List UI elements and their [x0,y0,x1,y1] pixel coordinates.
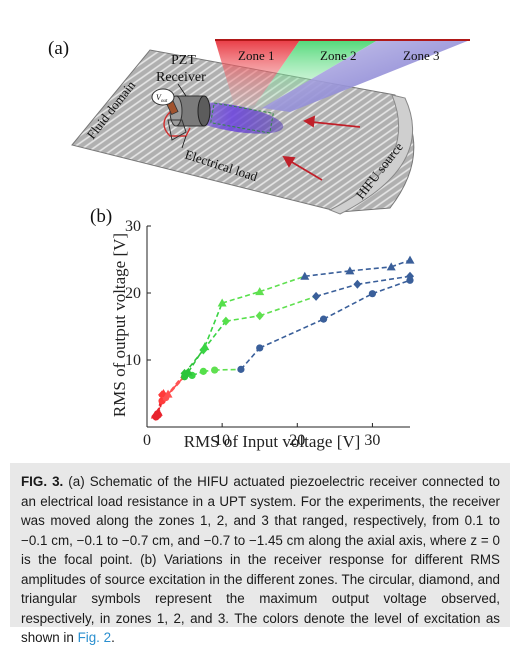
voltmeter-icon [151,88,175,106]
zone-3-region [262,40,470,112]
series-segment [304,270,350,278]
caption-text: (a) Schematic of the HIFU actuated piezo… [21,474,500,645]
series-segment [315,283,358,298]
pzt-receiver [164,95,211,127]
series-segment [259,295,317,317]
caption-figure-label: FIG. 3. [21,474,64,489]
zone-2-label: Zone 2 [320,48,356,63]
series-segment [372,279,411,295]
circle-marker [368,290,377,298]
zone-2-region [255,40,378,108]
triangle-marker [255,287,265,296]
triangle-marker [153,407,163,416]
response-chart: 0 10 20 30 10 20 30 RMS of Input voltage [V] R… [110,218,415,451]
circle-marker [237,365,245,373]
triangle-marker [200,342,210,351]
diamond-marker [406,271,414,281]
series-segment [221,290,260,304]
series-segment [259,318,324,349]
pzt-label-line1: PZT [171,53,196,68]
x-tick-label: 20 [289,432,305,449]
circle-marker [199,367,207,375]
pzt-label-line2: Receiver [156,70,206,85]
diamond-marker [353,279,362,289]
series-segment [183,349,204,374]
triangle-marker [386,262,396,271]
series-segment [240,347,261,370]
x-tick-label: 30 [364,432,380,449]
y-tick-label: 30 [125,218,141,235]
triangle-marker [300,271,310,280]
circle-marker [319,315,328,323]
zone-1-region [215,40,300,108]
diamond-marker [221,316,230,326]
triangle-marker [217,298,227,307]
y-tick-label: 20 [125,285,141,302]
chart-series-markers [150,255,415,421]
caption-figure-link[interactable]: Fig. 2 [77,630,112,645]
zone-box [210,102,274,134]
caption-end: . [111,630,115,645]
series-segment [225,314,260,322]
series-segment [204,302,223,347]
y-tick-label: 10 [125,352,141,369]
triangle-marker [183,367,193,376]
triangle-marker [163,389,173,398]
x-tick-label: 10 [214,432,230,449]
panel-b-label: (b) [90,206,113,227]
circle-marker [256,344,264,352]
panel-a-label: (a) [48,38,70,59]
circle-marker [211,366,219,374]
voltage-symbol: Vout [156,93,168,104]
series-segment [259,275,306,293]
series-segment [323,292,373,320]
load-leader [181,135,187,149]
zone-1-label: Zone 1 [238,48,274,63]
diamond-marker [312,291,321,301]
pzt-leader [177,83,187,97]
triangle-marker [345,266,355,275]
triangle-marker [405,255,415,264]
wire [163,111,191,137]
zone-3-label: Zone 3 [403,48,439,63]
chart-axes: 0 10 20 30 10 20 30 [125,218,410,449]
wave-arrows [282,115,361,181]
series-segment [349,266,392,272]
hifu-schematic: Zone 1 Zone 2 Zone 3 PZT Receiver Vout F… [71,39,470,215]
chart-series-lines [154,259,411,418]
diamond-marker [255,311,264,321]
hifu-transducer [328,94,414,215]
series-segment [357,275,411,286]
y-axis-label: RMS of output voltage [V] [110,233,129,417]
series-segment [202,320,227,351]
x-axis-label: RMS of Input voltage [V] [184,432,361,451]
figure-caption: FIG. 3. (a) Schematic of the HIFU actuat… [10,463,510,645]
x-tick-label: 0 [143,432,151,449]
series-segment [214,368,241,371]
